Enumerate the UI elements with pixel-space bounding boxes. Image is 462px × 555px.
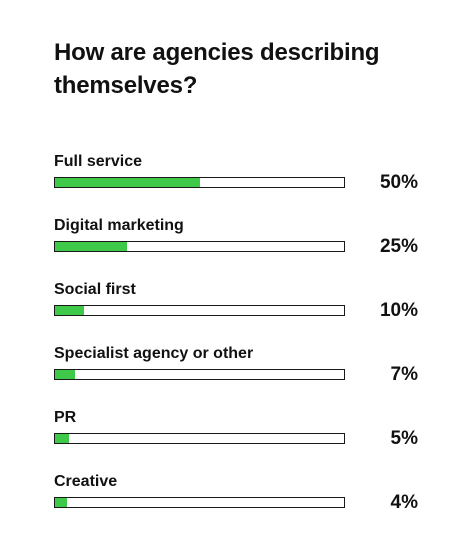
category-label: Social first [54,281,136,298]
bar [55,434,69,443]
bar [55,242,127,251]
bar-row: Full service 50% [54,153,418,195]
bar-row: Digital marketing 25% [54,217,418,259]
bar-track [54,177,345,188]
bar-row: Creative 4% [54,473,418,515]
bar-track [54,369,345,380]
bar-track [54,497,345,508]
bar-track [54,433,345,444]
value-label: 4% [390,492,418,513]
value-label: 25% [379,236,418,257]
value-label: 5% [390,428,418,449]
chart-title: How are agencies describing themselves? [54,39,380,99]
category-label: Full service [54,153,143,170]
bar [55,306,84,315]
category-label: Specialist agency or other [54,345,254,362]
category-label: Digital marketing [54,217,184,234]
value-label: 50% [379,172,418,193]
value-label: 10% [379,300,418,321]
bar-track [54,305,345,316]
bar-row: Specialist agency or other 7% [54,345,418,387]
bar [55,370,75,379]
bar-row: Social first 10% [54,281,418,323]
bar-track [54,241,345,252]
category-label: PR [54,409,77,426]
bar [55,178,200,187]
value-label: 7% [390,364,418,385]
category-label: Creative [54,473,118,490]
bar-row: PR 5% [54,409,418,451]
bar [55,498,67,507]
